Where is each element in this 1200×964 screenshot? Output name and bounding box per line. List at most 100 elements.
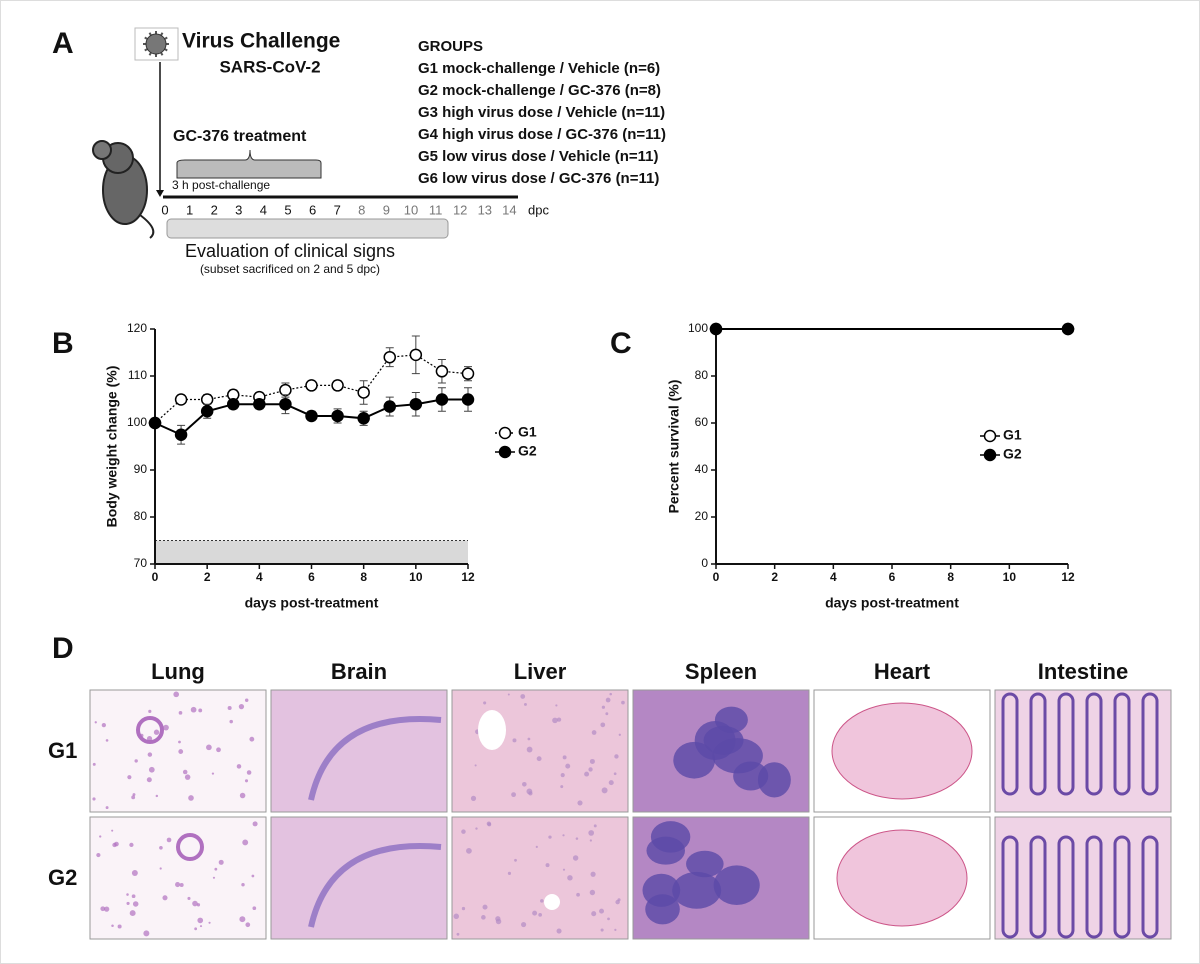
tissue-cell [147, 752, 153, 757]
tissue-cell [555, 704, 558, 707]
evaluation-bar [166, 218, 449, 239]
tissue-villus [1141, 835, 1159, 939]
tissue-cell [552, 717, 558, 724]
legend-label: G2 [1003, 446, 1022, 462]
data-point [200, 405, 214, 418]
tissue-cell [199, 925, 203, 928]
tissue-cell [129, 910, 136, 917]
groups-title: GROUPS [418, 38, 483, 55]
tissue-cell [474, 764, 477, 767]
x-tick-label: 6 [889, 570, 896, 584]
tissue-cell [252, 906, 257, 911]
y-tick-label: 20 [695, 509, 709, 523]
tissue-cell [486, 821, 492, 826]
y-tick-label: 80 [695, 368, 709, 382]
tissue-cell [218, 859, 224, 865]
tissue-airway [136, 716, 164, 744]
tissue-cell [507, 871, 512, 875]
x-tick-label: 8 [360, 570, 367, 584]
treatment-label: GC-376 treatment [173, 128, 307, 145]
x-tick-label: 4 [830, 570, 837, 584]
tissue-cell [159, 867, 162, 870]
tissue-heart [836, 829, 968, 927]
tissue-cell [536, 756, 542, 762]
virus-icon [145, 33, 167, 55]
day-tick-label: 11 [429, 202, 443, 217]
histology-image [89, 816, 267, 940]
data-point [357, 386, 370, 399]
tissue-cell [131, 894, 136, 899]
y-tick-label: 110 [128, 368, 147, 382]
tissue-cell [159, 845, 163, 850]
tissue-vein [478, 710, 506, 750]
tissue-cell [470, 795, 477, 801]
treatment-brace [176, 149, 322, 179]
tissue-cell [590, 871, 596, 877]
data-point [435, 393, 449, 406]
tissue-cell [211, 772, 215, 775]
tissue-cell [495, 918, 502, 925]
data-point [331, 379, 344, 392]
legend-marker [498, 445, 512, 459]
day-tick-label: 4 [260, 202, 267, 217]
tissue-cell [194, 927, 198, 931]
tissue-cell [244, 779, 249, 783]
y-tick-label: 90 [134, 462, 148, 476]
tissue-cell [589, 758, 595, 764]
tissue-airway [176, 833, 204, 861]
tissue-cell [532, 910, 538, 916]
tissue-cell [184, 774, 191, 780]
tissue-cell [483, 701, 487, 705]
tissue-cell [482, 904, 488, 910]
tissue-cell [560, 785, 564, 789]
y-tick-label: 120 [127, 321, 147, 335]
y-axis-label: Body weight change (%) [104, 366, 120, 528]
tissue-cell [481, 915, 486, 920]
tissue-cell [214, 867, 218, 871]
data-point [1061, 322, 1075, 336]
tissue-villus [1141, 692, 1159, 796]
panel-label: D [52, 632, 74, 665]
day-tick-label: 0 [161, 202, 168, 217]
tissue-cell [591, 730, 597, 735]
tissue-cell [126, 893, 129, 896]
tissue-cell [522, 781, 527, 787]
tissue-cell [187, 896, 191, 900]
tissue-cell [252, 821, 258, 827]
day-tick-label: 7 [334, 202, 341, 217]
tissue-cell [456, 932, 460, 936]
x-tick-label: 12 [461, 570, 475, 584]
day-tick-label: 3 [235, 202, 242, 217]
tissue-cell [528, 791, 533, 796]
treatment-note: 3 h post-challenge [172, 178, 270, 192]
tissue-cell [249, 736, 255, 742]
tissue-cell [238, 704, 245, 710]
tissue-cell [617, 898, 621, 902]
tissue-cell [241, 882, 245, 887]
y-tick-label: 100 [127, 415, 147, 429]
tissue-follicle [713, 865, 760, 906]
histology-image [270, 689, 448, 813]
tissue-cell [527, 737, 531, 741]
data-point [383, 400, 396, 413]
tissue-cell [112, 842, 117, 848]
legend-label: G1 [1003, 427, 1022, 443]
y-tick-label: 70 [134, 556, 148, 570]
day-tick-label: 2 [211, 202, 218, 217]
tissue-follicle [714, 706, 748, 734]
group-entry: G6 low virus dose / GC-376 (n=11) [418, 170, 659, 187]
tissue-cell [562, 868, 566, 871]
tissue-cell [588, 830, 595, 836]
tissue-villus [1057, 692, 1075, 796]
tissue-cell [229, 719, 233, 724]
tissue-cell [96, 852, 101, 858]
tissue-cell [111, 829, 114, 832]
tissue-cell [453, 913, 460, 920]
legend-marker [983, 429, 997, 443]
data-point [148, 416, 162, 430]
data-point [331, 409, 344, 423]
legend-marker [983, 448, 997, 462]
tissue-cell [507, 693, 510, 696]
tissue-cell [206, 744, 212, 751]
